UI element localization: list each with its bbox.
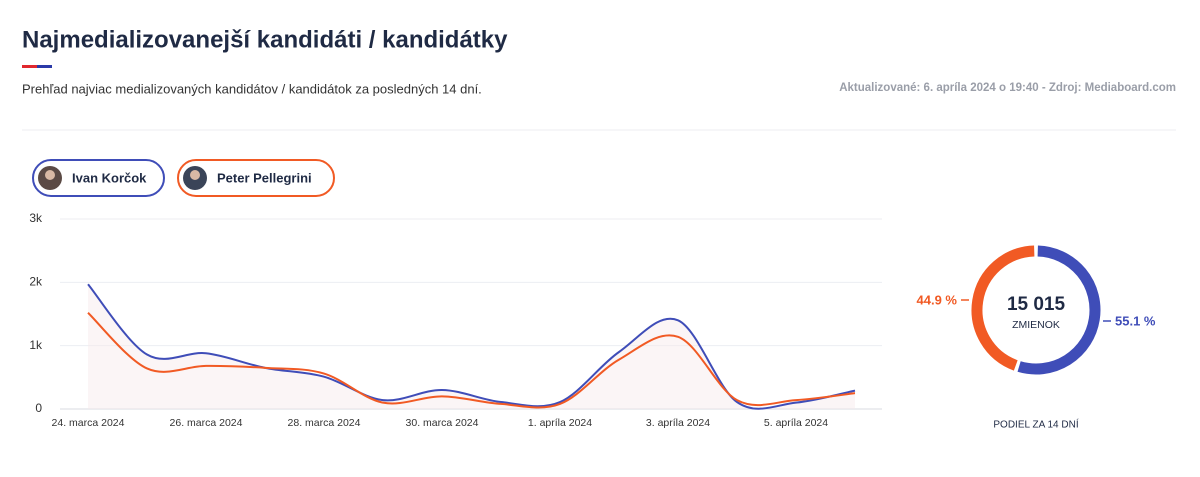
legend-pill[interactable] (177, 159, 335, 197)
x-tick-label: 24. marca 2024 (52, 417, 125, 429)
series-line (87, 312, 856, 409)
slice-label: 55.1 % (1115, 313, 1156, 328)
x-tick-label: 28. marca 2024 (288, 417, 361, 429)
x-tick-label: 30. marca 2024 (406, 417, 479, 429)
x-tick-label: 26. marca 2024 (170, 417, 243, 429)
donut-total-caption: ZMIENOK (1012, 319, 1060, 331)
area (88, 284, 855, 409)
donut-caption: PODIEL ZA 14 DNÍ (993, 418, 1078, 431)
y-tick-label: 3k (29, 211, 43, 225)
y-tick-label: 1k (29, 338, 43, 352)
y-tick-label: 2k (29, 275, 43, 289)
donut-slice (971, 245, 1035, 371)
donut-total: 15 015 (1007, 294, 1066, 315)
avatar-face (45, 170, 55, 180)
avatar-face (190, 170, 200, 180)
update-info: Aktualizované: 6. apríla 2024 o 19:40 - … (839, 82, 1176, 94)
page-title: Najmedializovanejší kandidáti / kandidát… (22, 26, 508, 53)
legend-label[interactable]: Peter Pellegrini (217, 170, 312, 185)
y-tick-label: 0 (35, 401, 42, 415)
legend-label[interactable]: Ivan Korčok (72, 170, 147, 185)
legend-item[interactable]: Peter Pellegrini (177, 159, 335, 197)
legend-pill[interactable] (32, 159, 165, 197)
x-tick-label: 3. apríla 2024 (646, 417, 710, 429)
legend-item[interactable]: Ivan Korčok (32, 159, 165, 197)
donut-slice (1017, 245, 1101, 375)
title-accent (22, 65, 37, 68)
x-tick-label: 5. apríla 2024 (764, 417, 828, 429)
subtitle: Prehľad najviac medializovaných kandidát… (22, 81, 482, 96)
title-accent (37, 65, 52, 68)
slice-label: 44.9 % (917, 292, 958, 307)
x-tick-label: 1. apríla 2024 (528, 417, 592, 429)
